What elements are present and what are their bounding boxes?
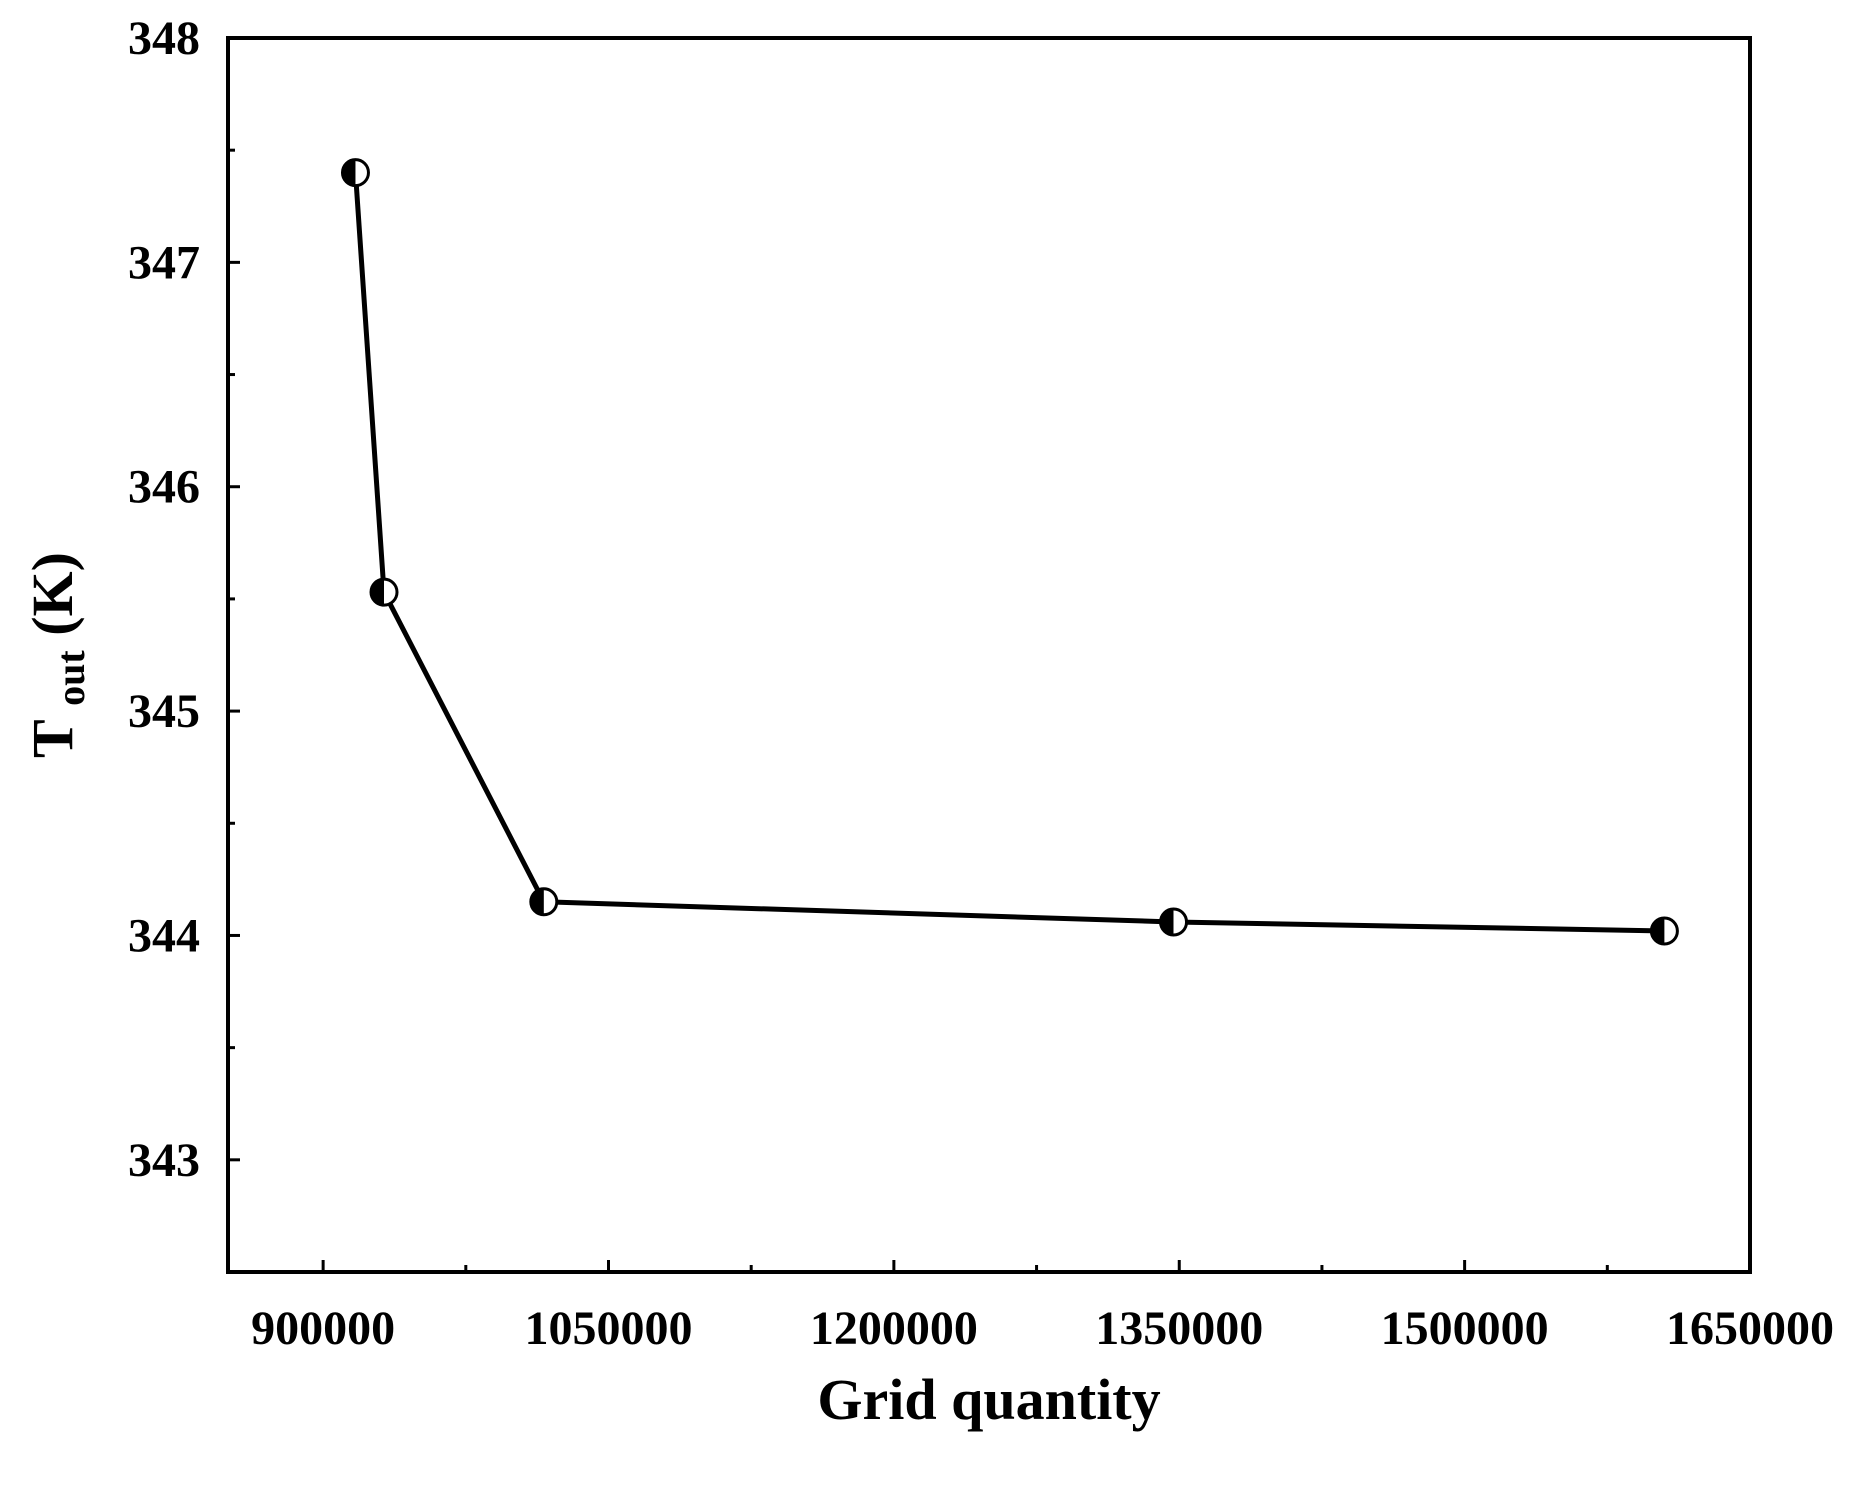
x-tick-label: 900000 [251,1302,395,1355]
y-tick-label: 343 [128,1134,200,1187]
data-point [1649,916,1679,946]
x-axis-title: Grid quantity [817,1367,1160,1432]
x-tick-label: 1350000 [1095,1302,1263,1355]
y-tick-label: 346 [128,461,200,514]
data-point [340,158,370,188]
y-axis-title-main: T [20,720,85,758]
y-axis-title: T out (K) [20,552,97,758]
series-line [352,172,1665,934]
x-tick-label: 1650000 [1666,1302,1834,1355]
y-tick-label: 347 [128,236,200,289]
y-axis-title-subscript: out [48,650,93,706]
data-point [529,887,559,917]
x-tick-label: 1050000 [525,1302,693,1355]
y-tick-label: 344 [128,909,200,962]
x-tick-label: 1500000 [1381,1302,1549,1355]
y-tick-label: 345 [128,685,200,738]
x-tick-label: 1200000 [810,1302,978,1355]
plot-frame [226,36,1752,1274]
data-point [1159,907,1189,937]
x-axis: 900000 1050000 1200000 1350000 1500000 165000… [251,1260,1834,1355]
series [340,158,1679,946]
y-tick-label: 348 [128,12,200,65]
data-point [369,577,399,607]
y-axis-title-unit: (K) [20,552,85,636]
y-axis: 343 344 345 346 347 348 [128,12,240,1187]
